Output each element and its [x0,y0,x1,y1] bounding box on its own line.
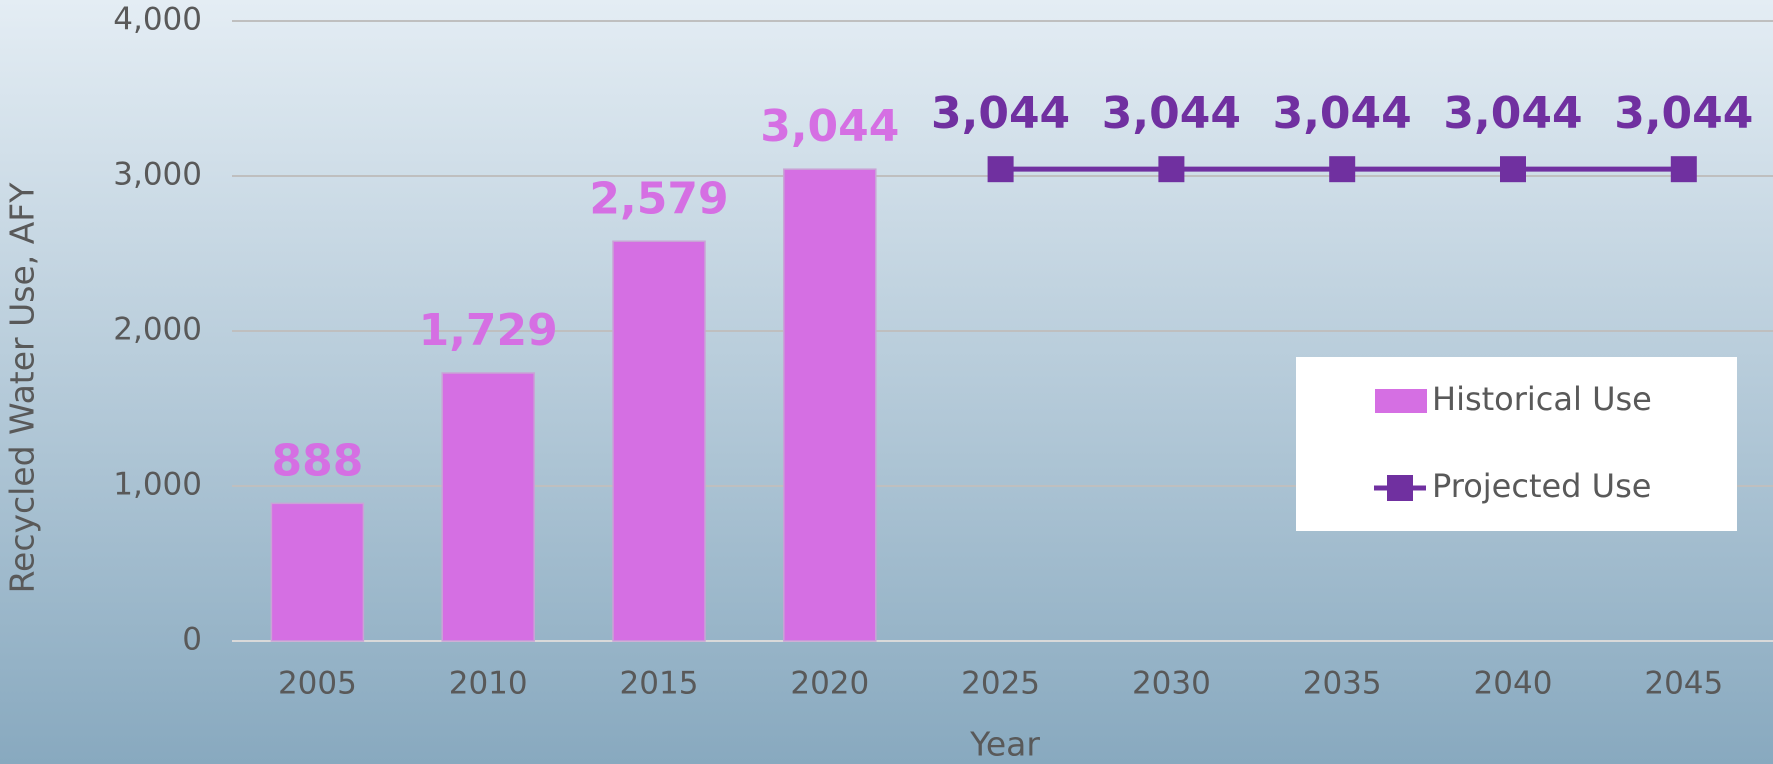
bar [783,168,877,642]
x-tick-label: 2025 [961,666,1040,702]
data-label: 2,579 [589,173,728,224]
x-tick-label: 2015 [620,666,699,702]
x-tick-label: 2045 [1644,666,1723,702]
x-tick-label: 2030 [1132,666,1211,702]
y-tick-label: 1,000 [113,467,202,503]
marker [1158,156,1185,183]
bar [612,240,706,642]
y-tick-label: 0 [182,622,202,658]
legend-swatch [1375,389,1427,413]
legend-box [1296,357,1737,531]
data-label: 3,044 [931,88,1070,139]
data-label: 1,729 [419,305,558,356]
data-label: 3,044 [1614,88,1753,139]
x-tick-label: 2040 [1474,666,1553,702]
x-tick-label: 2035 [1303,666,1382,702]
y-tick-label: 3,000 [113,157,202,193]
data-label: 888 [271,435,363,486]
data-label: 3,044 [1273,88,1412,139]
marker [1670,156,1697,183]
x-tick-label: 2010 [449,666,528,702]
x-tick-label: 2005 [278,666,357,702]
legend-label: Projected Use [1432,467,1651,505]
data-label: 3,044 [1443,88,1582,139]
x-tick-label: 2020 [790,666,869,702]
bar [270,502,365,642]
marker [1500,156,1526,183]
y-tick-label: 2,000 [113,312,202,348]
y-tick-label: 4,000 [113,2,202,38]
marker [1329,156,1356,183]
y-axis-title: Recycled Water Use, AFY [3,182,42,594]
data-label: 3,044 [1102,88,1241,139]
bar [441,372,535,642]
x-axis-title: Year [969,725,1040,764]
data-label: 3,044 [760,101,899,152]
legend-marker [1387,475,1413,501]
marker [987,156,1014,183]
legend-label: Historical Use [1432,380,1652,418]
